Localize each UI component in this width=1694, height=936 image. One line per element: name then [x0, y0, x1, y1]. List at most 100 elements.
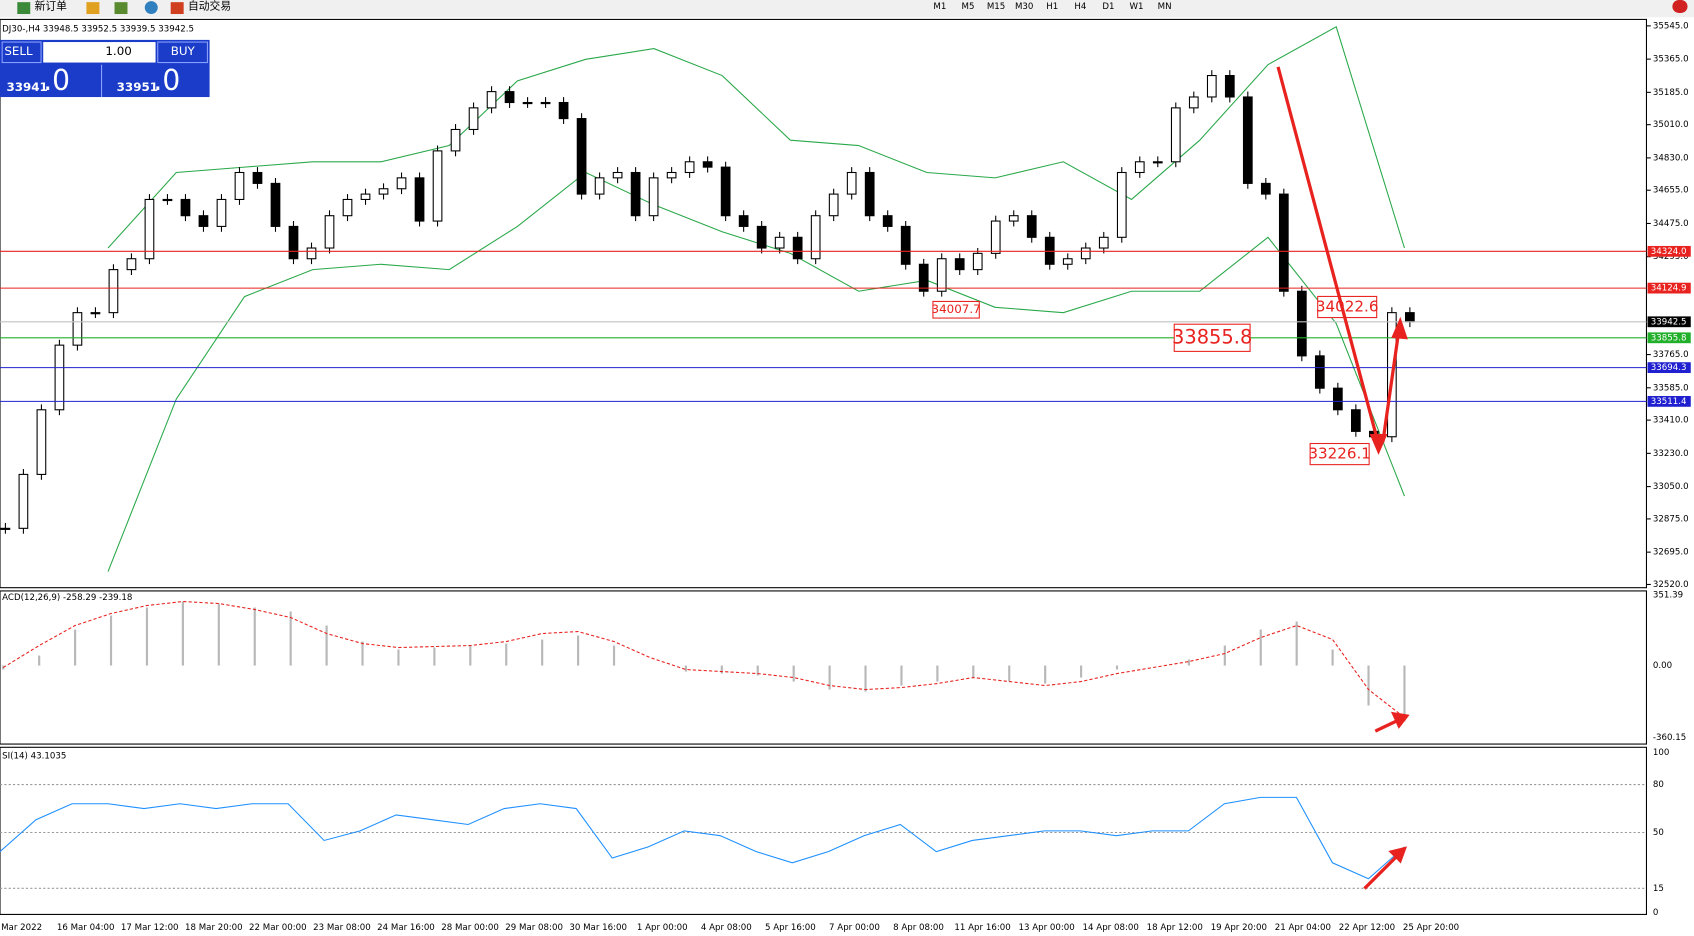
arrows [1276, 66, 1410, 890]
icon[interactable] [86, 2, 100, 15]
new-order-icon[interactable] [17, 2, 31, 15]
macd-bar [1008, 665, 1011, 682]
timeframe-button[interactable]: M1 [933, 2, 946, 12]
annotation-box [1173, 323, 1251, 352]
timeframe-button[interactable]: H1 [1046, 2, 1058, 12]
lots[interactable]: 1.00 [105, 44, 131, 58]
candle [522, 101, 533, 105]
candle [1080, 247, 1091, 260]
x-tick-label: 1 Apr 00:00 [637, 923, 688, 933]
y-tick-label: 33050.0 [1653, 482, 1689, 492]
alert-icon[interactable] [1672, 0, 1688, 13]
candle [270, 182, 281, 227]
sell-label[interactable]: SELL [4, 44, 33, 58]
buy-button[interactable] [157, 41, 208, 64]
y-tick-label: 32695.0 [1653, 548, 1689, 558]
macd-bar [541, 639, 544, 666]
auto-trade[interactable]: 自动交易 [188, 0, 231, 12]
candle [1134, 161, 1145, 174]
candle [0, 527, 11, 530]
macd-bar [756, 665, 759, 676]
candle [954, 258, 965, 271]
macd-label: ACD(12,26,9) -258.29 -239.18 [2, 593, 132, 603]
candle [1224, 75, 1235, 98]
main-panel [0, 18, 1648, 589]
timeframe-button[interactable]: M15 [987, 2, 1005, 12]
candle [990, 220, 1001, 254]
timeframe-button[interactable]: D1 [1102, 2, 1114, 12]
annotation-box [1317, 295, 1378, 319]
annotation-box [932, 300, 980, 319]
buy-price[interactable]: 33951 [117, 80, 158, 94]
candle [414, 177, 425, 222]
macd-bar [720, 665, 723, 674]
timeframe-button[interactable]: M5 [962, 2, 975, 12]
candle [540, 101, 551, 105]
candle [1206, 75, 1217, 98]
timeframe-button[interactable]: W1 [1130, 2, 1144, 12]
lots-input[interactable] [43, 42, 156, 63]
macd-bar [1331, 649, 1334, 666]
trade-panel: SELL 1.00 BUY 33941 .0 33951 .0 [0, 39, 210, 98]
macd-bar [1367, 665, 1370, 706]
macd-bar [289, 611, 292, 666]
candle [810, 215, 821, 260]
candle [288, 225, 299, 260]
x-tick-label: 21 Apr 04:00 [1275, 923, 1331, 933]
timeframe-button[interactable]: H4 [1074, 2, 1086, 12]
macd-bar [1403, 665, 1406, 722]
candle [630, 171, 641, 217]
auto-trade-icon[interactable] [170, 2, 184, 15]
rsi-label: SI(14) 43.1035 [2, 751, 66, 761]
macd-bar [38, 655, 41, 666]
macd-bar [900, 665, 903, 686]
timeframe-button[interactable]: M30 [1015, 2, 1033, 12]
sell-price[interactable]: 33941 [6, 80, 47, 94]
x-tick-label: 24 Mar 16:00 [377, 923, 435, 933]
candle [162, 198, 173, 202]
x-tick-label: 22 Apr 12:00 [1339, 923, 1395, 933]
x-tick-label: 14 Apr 08:00 [1083, 923, 1139, 933]
candle [198, 215, 209, 227]
x-tick-label: 16 Mar 04:00 [57, 923, 115, 933]
macd-bar [864, 665, 867, 692]
buy-price-fraction[interactable]: .0 [153, 64, 180, 97]
candle [846, 171, 857, 195]
macd-bar [1115, 665, 1119, 670]
rsi-panel [0, 746, 1648, 915]
candle [738, 215, 749, 227]
macd-bar [181, 601, 184, 666]
icon[interactable] [144, 1, 158, 15]
macd-bar [1187, 659, 1190, 666]
sell-button[interactable] [1, 41, 42, 64]
sell-price-fraction[interactable]: .0 [43, 64, 70, 97]
macd-bar [253, 607, 256, 666]
candle [1332, 387, 1343, 411]
candle [918, 263, 929, 292]
macd-bar [145, 607, 149, 666]
candle [936, 258, 947, 292]
candle [1116, 171, 1127, 238]
price-level-label: 34124.9 [1651, 284, 1687, 294]
macd-bar [792, 665, 795, 682]
buy-label[interactable]: BUY [171, 44, 196, 58]
candle [1188, 96, 1199, 109]
rsi-tick-label: 80 [1653, 780, 1664, 790]
price-level-label: 34324.0 [1651, 247, 1687, 257]
rsi-tick-label: 15 [1653, 884, 1664, 894]
rsi-line [0, 796, 1405, 880]
x-tick-label: 7 Apr 00:00 [829, 923, 880, 933]
timeframe-button[interactable]: MN [1158, 2, 1172, 12]
macd-panel [0, 590, 1648, 745]
x-tick-label: 11 Apr 16:00 [954, 923, 1010, 933]
x-tick-label: 13 Apr 00:00 [1018, 923, 1074, 933]
candle [558, 101, 569, 120]
rsi-tick-label: 100 [1653, 748, 1669, 758]
new-order[interactable]: 新订单 [35, 0, 68, 12]
y-tick-label: 33765.0 [1653, 350, 1689, 360]
x-tick-label: 22 Mar 00:00 [249, 923, 307, 933]
candle [594, 177, 605, 195]
candle [1062, 258, 1073, 265]
icon[interactable] [114, 2, 128, 15]
candle [720, 166, 731, 217]
